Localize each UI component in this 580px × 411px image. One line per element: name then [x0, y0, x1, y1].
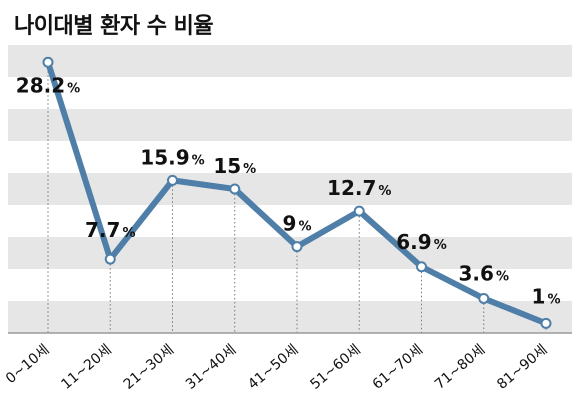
data-label: 6.9%: [396, 230, 446, 254]
x-tick-label: 0~10세: [3, 342, 53, 387]
data-point: [104, 253, 116, 265]
data-point: [416, 261, 427, 273]
data-point: [42, 56, 54, 68]
data-label: 3.6%: [459, 261, 509, 285]
x-tick-label: 21~30세: [121, 342, 177, 393]
data-label: 9%: [283, 212, 312, 236]
data-label: 12.7%: [327, 176, 391, 200]
x-tick-label: 41~50세: [245, 342, 301, 393]
drop-lines: [47, 67, 547, 333]
x-tick-label: 71~80세: [432, 342, 488, 393]
data-labels: 28.2 % 7.7 % 15.9% 15 % 9 % 12.7 % 6.9 % 3.6 % 1%: [16, 73, 561, 308]
data-point: [167, 174, 178, 186]
data-point: [478, 292, 490, 304]
grid-band: [8, 109, 572, 141]
data-points: [42, 56, 552, 329]
data-point: [229, 183, 241, 195]
x-tick-label: 81~90세: [494, 342, 550, 393]
data-label: 15%: [213, 154, 256, 178]
data-point: [291, 241, 303, 253]
x-tick-label: 31~40세: [183, 342, 239, 393]
grid-band: [8, 301, 572, 333]
data-point: [353, 205, 365, 217]
x-tick-label: 11~20세: [58, 342, 114, 393]
grid-bands: [8, 45, 572, 333]
grid-band: [8, 45, 572, 77]
x-tick-label: 51~60세: [307, 342, 363, 393]
x-tick-label: 61~70세: [370, 342, 426, 393]
data-label: 28.2%: [16, 73, 80, 97]
data-label: 7.7%: [85, 218, 135, 242]
grid-band: [8, 173, 572, 205]
data-point: [540, 317, 552, 329]
data-label: 15.9%: [140, 145, 204, 169]
chart-title: 나이대별 환자 수 비율: [14, 14, 214, 39]
x-tick-labels: 0~10세 11~20세 21~30세 31~40세 41~50세 51~60세 61~70…: [3, 342, 551, 393]
data-label: 1%: [532, 284, 561, 308]
